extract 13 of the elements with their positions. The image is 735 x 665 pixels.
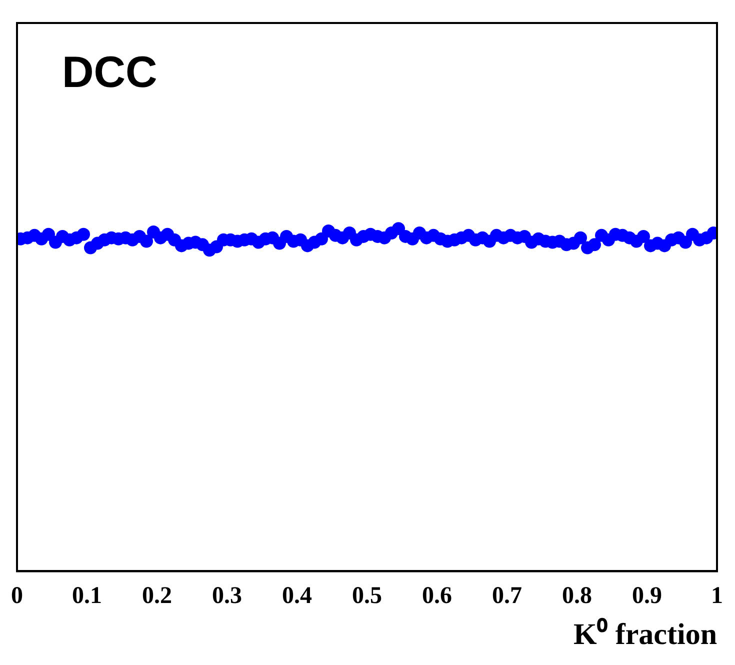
- x-tick-label: 0.9: [632, 582, 662, 609]
- x-tick-label: 0.2: [142, 582, 172, 609]
- x-tick-label: 0.3: [212, 582, 242, 609]
- x-tick-label: 0: [11, 582, 23, 609]
- x-axis-title: K⁰ fraction: [574, 616, 718, 651]
- x-tick-label: 0.6: [422, 582, 452, 609]
- x-tick-label: 0.1: [72, 582, 102, 609]
- x-tick-label: 0.5: [352, 582, 382, 609]
- x-tick-label: 0.4: [282, 582, 312, 609]
- text: DCC: [62, 48, 158, 98]
- x-tick-label: 1: [711, 582, 723, 609]
- x-tick-label: 0.8: [562, 582, 592, 609]
- x-tick-label: 0.7: [492, 582, 522, 609]
